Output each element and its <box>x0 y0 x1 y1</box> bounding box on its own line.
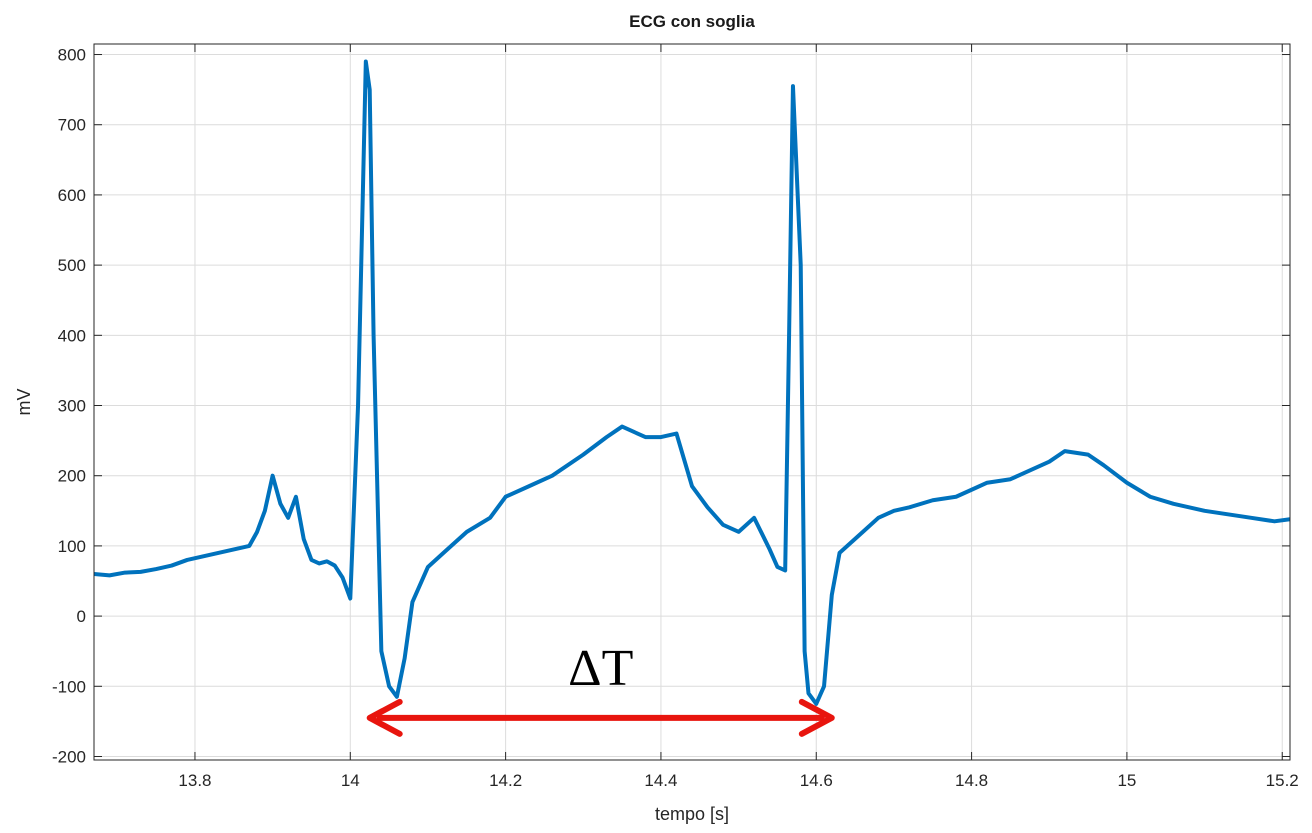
y-tick-label: -200 <box>52 747 86 766</box>
delta-t-arrow-head-right <box>798 698 835 737</box>
x-tick-label: 14.2 <box>489 771 522 790</box>
grid <box>94 44 1290 760</box>
delta-t-label: ΔT <box>568 640 633 697</box>
x-tick-label: 14.8 <box>955 771 988 790</box>
y-tick-label: 100 <box>58 537 86 556</box>
x-axis-label: tempo [s] <box>655 804 729 824</box>
y-tick-label: 400 <box>58 326 86 345</box>
y-tick-label: 200 <box>58 467 86 486</box>
ecg-series-line <box>94 59 1290 706</box>
y-tick-label: 500 <box>58 256 86 275</box>
y-tick-label: 600 <box>58 186 86 205</box>
y-tick-label: 800 <box>58 46 86 65</box>
delta-t-arrow-head-left <box>366 698 403 737</box>
x-tick-label: 15 <box>1117 771 1136 790</box>
y-tick-label: 0 <box>77 607 86 626</box>
series-layer <box>94 59 1290 706</box>
x-tick-label: 15.2 <box>1266 771 1299 790</box>
x-tick-label: 14.4 <box>644 771 677 790</box>
y-tick-label: -100 <box>52 677 86 696</box>
x-tick-label: 14.6 <box>800 771 833 790</box>
y-tick-label: 300 <box>58 397 86 416</box>
y-tick-label: 700 <box>58 116 86 135</box>
ticks: 13.8 14 14.2 14.4 14.6 14.8 15 15.2 -200 -100 0 100… <box>52 44 1299 790</box>
y-axis-label: mV <box>14 389 34 416</box>
plot-background <box>94 44 1290 760</box>
x-tick-label: 13.8 <box>178 771 211 790</box>
axes-box <box>93 43 1291 761</box>
x-tick-label: 14 <box>341 771 360 790</box>
annotation: ΔT <box>366 640 835 737</box>
chart-title: ECG con soglia <box>629 12 755 31</box>
